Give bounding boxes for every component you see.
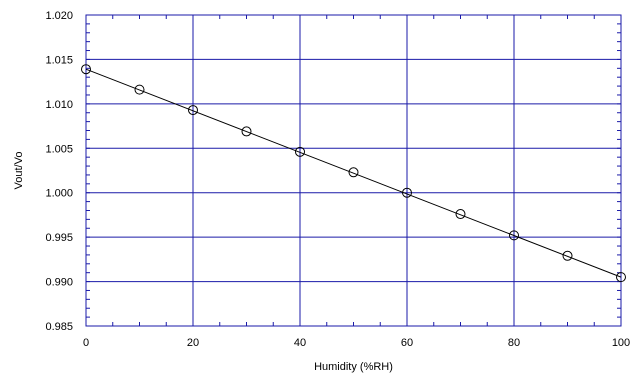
plot-frame — [85, 14, 622, 327]
data-point — [509, 230, 519, 241]
y-tick-label: 1.010 — [45, 99, 73, 111]
data-point — [402, 187, 412, 198]
data-point — [188, 105, 198, 116]
data-point — [241, 126, 252, 137]
y-axis-title: Vout/Vo — [13, 152, 25, 190]
data-point — [295, 146, 305, 157]
y-tick-label: 1.000 — [45, 188, 73, 200]
data-point — [348, 167, 359, 178]
minor-ticks — [85, 14, 622, 327]
data-point — [134, 84, 145, 95]
fit-line — [85, 68, 622, 278]
x-axis-title: Humidity (%RH) — [314, 361, 393, 373]
x-tick-label: 60 — [401, 337, 413, 349]
x-tick-label: 0 — [83, 337, 89, 349]
data-point — [455, 209, 466, 220]
x-tick-label: 100 — [612, 337, 630, 349]
grid-lines — [86, 15, 621, 326]
y-tick-label: 0.985 — [45, 321, 73, 333]
x-tick-label: 20 — [187, 337, 199, 349]
data-points — [81, 64, 626, 283]
data-point — [616, 272, 626, 283]
x-tick-label: 40 — [294, 337, 306, 349]
x-tick-label: 80 — [508, 337, 520, 349]
y-tick-label: 0.990 — [45, 277, 73, 289]
y-tick-label: 0.995 — [45, 232, 73, 244]
x-tick-labels: 0 20 40 60 80 100 — [83, 337, 630, 349]
y-tick-label: 1.020 — [45, 10, 73, 22]
data-point — [562, 250, 573, 261]
y-tick-labels: 0.985 0.990 0.995 1.000 1.005 1.010 1.015 1.020 — [45, 10, 73, 333]
y-tick-label: 1.005 — [45, 143, 73, 155]
y-tick-label: 1.015 — [45, 54, 73, 66]
data-point — [81, 64, 91, 75]
